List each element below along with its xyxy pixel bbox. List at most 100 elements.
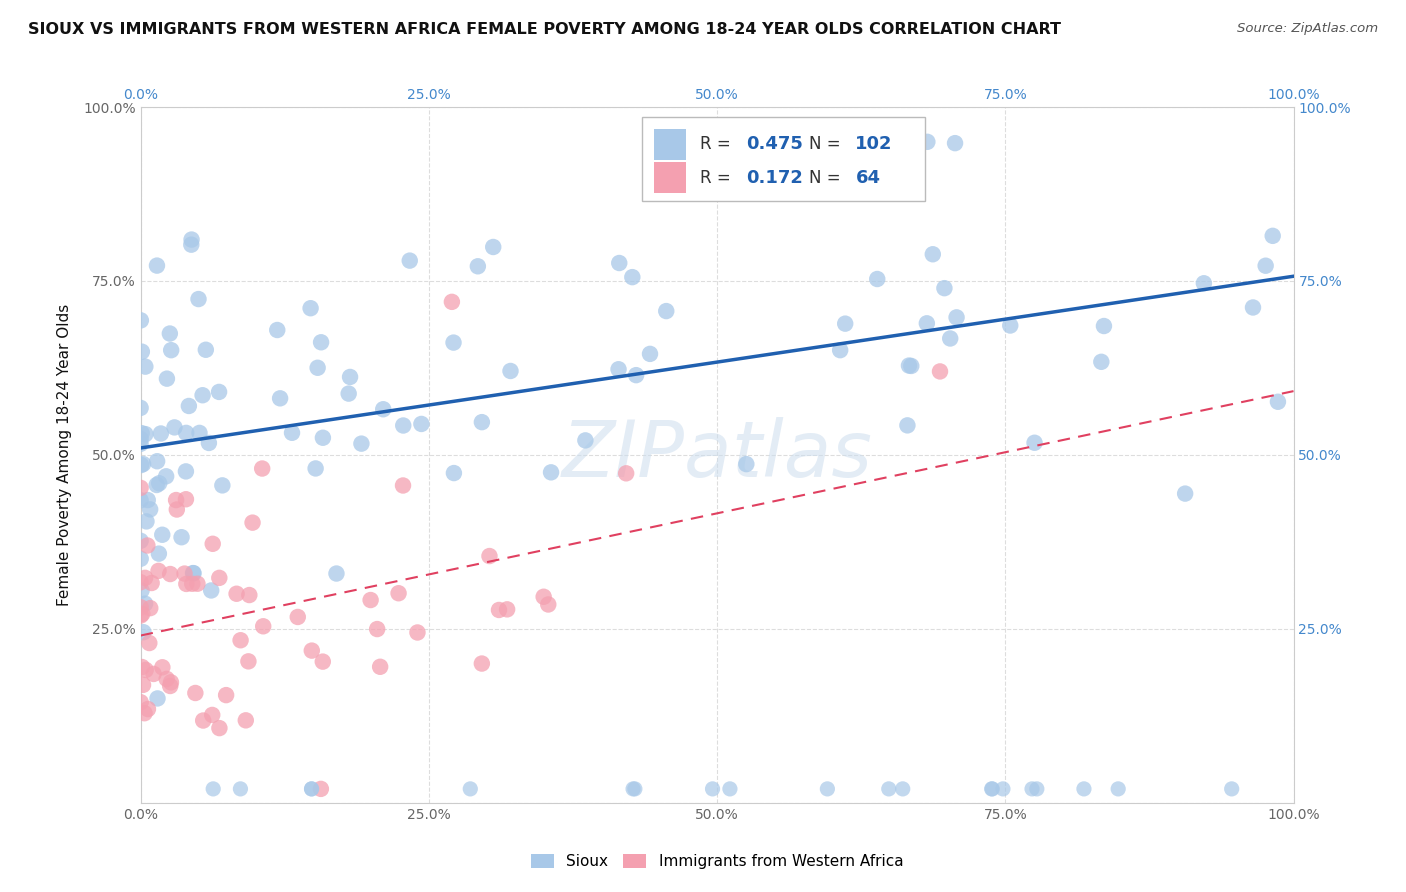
Point bbox=[148, 564, 170, 578]
Point bbox=[301, 781, 323, 796]
Point bbox=[138, 636, 160, 650]
Point bbox=[131, 583, 153, 598]
Point bbox=[183, 566, 205, 581]
Point bbox=[621, 781, 644, 796]
Point bbox=[129, 432, 152, 446]
Point bbox=[129, 695, 152, 709]
Point bbox=[607, 256, 630, 270]
Point bbox=[229, 633, 252, 648]
Point bbox=[146, 691, 169, 706]
Point bbox=[146, 259, 169, 273]
Point bbox=[1073, 781, 1095, 796]
Point bbox=[201, 537, 224, 551]
Point bbox=[392, 418, 415, 433]
Text: 102: 102 bbox=[855, 136, 893, 153]
Point bbox=[149, 426, 172, 441]
Point bbox=[1220, 781, 1243, 796]
Point bbox=[193, 714, 215, 728]
Point bbox=[135, 515, 157, 529]
Point bbox=[229, 781, 252, 796]
Point bbox=[834, 317, 856, 331]
Point bbox=[1092, 318, 1115, 333]
Point bbox=[131, 660, 153, 674]
Point bbox=[266, 323, 288, 337]
Point bbox=[304, 461, 326, 475]
Point bbox=[177, 399, 200, 413]
Point bbox=[250, 461, 273, 475]
Point bbox=[496, 602, 519, 616]
Point bbox=[991, 781, 1014, 796]
FancyBboxPatch shape bbox=[654, 128, 686, 160]
Point bbox=[735, 457, 758, 471]
Point bbox=[1261, 228, 1284, 243]
Point bbox=[1192, 277, 1215, 291]
Point bbox=[866, 272, 889, 286]
Point bbox=[269, 392, 291, 406]
Point bbox=[131, 344, 153, 359]
Point bbox=[533, 590, 555, 604]
Point bbox=[135, 663, 157, 677]
Point bbox=[350, 436, 373, 450]
Point bbox=[624, 368, 647, 383]
Point bbox=[180, 233, 202, 247]
Point bbox=[1000, 318, 1022, 333]
Point bbox=[166, 502, 188, 516]
Point bbox=[607, 362, 630, 376]
Point bbox=[287, 610, 309, 624]
Point bbox=[939, 331, 962, 345]
Point bbox=[238, 588, 260, 602]
Point bbox=[981, 781, 1004, 796]
Point bbox=[180, 237, 202, 252]
Point bbox=[471, 415, 494, 429]
Point bbox=[896, 418, 918, 433]
Text: R =: R = bbox=[700, 169, 735, 186]
FancyBboxPatch shape bbox=[654, 162, 686, 193]
Point bbox=[184, 686, 207, 700]
Point bbox=[159, 567, 181, 582]
Point bbox=[186, 576, 208, 591]
Point bbox=[181, 566, 204, 580]
Point bbox=[443, 335, 465, 350]
Point bbox=[1021, 781, 1043, 796]
Point bbox=[208, 721, 231, 735]
Point bbox=[181, 576, 204, 591]
Point bbox=[134, 427, 156, 442]
Point bbox=[621, 270, 644, 285]
Point bbox=[129, 575, 152, 590]
Point bbox=[188, 425, 211, 440]
Point bbox=[156, 672, 179, 686]
Point bbox=[398, 253, 420, 268]
Point bbox=[373, 402, 395, 417]
Point bbox=[129, 608, 152, 623]
Point bbox=[134, 597, 156, 611]
Point bbox=[194, 343, 217, 357]
Point bbox=[478, 549, 501, 563]
Point bbox=[499, 364, 522, 378]
Point bbox=[165, 493, 187, 508]
Point bbox=[1241, 301, 1264, 315]
Point bbox=[139, 502, 162, 516]
Point bbox=[187, 292, 209, 306]
Point bbox=[1267, 394, 1289, 409]
Point bbox=[176, 577, 198, 591]
Point bbox=[471, 657, 494, 671]
Point bbox=[368, 660, 391, 674]
Point bbox=[146, 454, 169, 468]
Text: SIOUX VS IMMIGRANTS FROM WESTERN AFRICA FEMALE POVERTY AMONG 18-24 YEAR OLDS COR: SIOUX VS IMMIGRANTS FROM WESTERN AFRICA … bbox=[28, 22, 1062, 37]
Point bbox=[191, 388, 214, 402]
Point bbox=[309, 781, 332, 796]
Point bbox=[134, 571, 156, 585]
Point bbox=[440, 294, 463, 309]
Point bbox=[160, 675, 183, 690]
Point bbox=[540, 466, 562, 480]
Point bbox=[129, 401, 152, 415]
Point bbox=[173, 566, 195, 581]
Point bbox=[201, 708, 224, 723]
Point bbox=[129, 458, 152, 472]
Point bbox=[215, 688, 238, 702]
Point bbox=[129, 600, 152, 615]
Point bbox=[299, 301, 322, 316]
Point bbox=[132, 457, 155, 471]
Text: N =: N = bbox=[810, 136, 846, 153]
Point bbox=[1025, 781, 1047, 796]
